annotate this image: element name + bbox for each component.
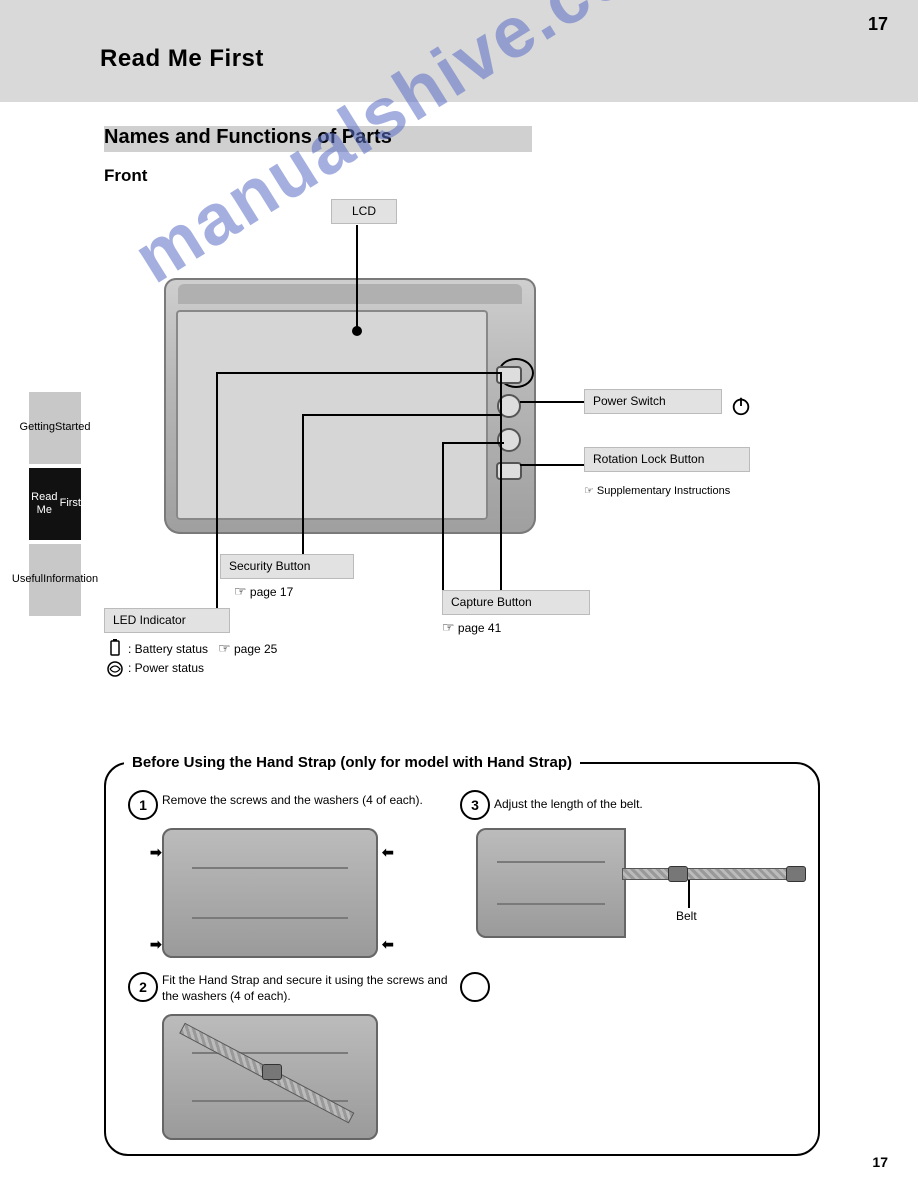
strap-belt [622,868,794,880]
side-tab-getting-started: GettingStarted [29,392,81,464]
leader-lcd-dot [352,326,362,336]
callout-rotation-lock-label: Rotation Lock Button [593,452,741,467]
page-number-top: 17 [868,14,888,35]
callout-rotation-lock-hint: ☞ Supplementary Instructions [584,484,730,499]
leader-security-v [302,414,304,554]
step-1-caption: Remove the screws and the washers (4 of … [162,792,442,808]
step-3-number: 3 [460,790,490,820]
side-tab-useful-info: UsefulInformation [29,544,81,616]
buckle-icon [668,866,688,882]
power-icon [730,395,752,417]
front-label: Front [104,166,147,186]
callout-power-switch: Power Switch [584,389,722,414]
leader-lcd [356,225,358,329]
belt-label: Belt [676,908,697,924]
side-tab-read-me-first: Read MeFirst [29,468,81,540]
device-illustration [164,278,536,534]
callout-capture: Capture Button [442,590,590,615]
page-number-bottom: 17 [872,1154,888,1170]
leader-led-h [216,372,502,374]
leader-led-v [216,372,218,608]
arrow-icon: ⬅ [382,844,394,861]
handstrap-title: Before Using the Hand Strap (only for mo… [124,754,580,771]
power-status-icon [106,660,124,678]
buckle-icon [786,866,806,882]
arrow-icon: ⬅ [382,936,394,953]
pointer-icon: ☞ [234,583,247,599]
leader-capture-h [442,442,504,444]
step-3-caption: Adjust the length of the belt. [494,796,794,812]
pointer-icon: ☞ [218,640,231,656]
battery-status-text: : Battery status ☞ page 25 [128,639,277,658]
leader-rotation [520,464,584,466]
tablet-back-1 [162,828,378,958]
pointer-icon: ☞ [442,619,455,635]
callout-rotation-lock: Rotation Lock Button [584,447,750,472]
callout-security-ref: ☞ page 17 [234,582,293,601]
step-4-number [460,972,490,1002]
callout-led: LED Indicator [104,608,230,633]
power-status-text: : Power status [128,660,204,676]
step-2-caption: Fit the Hand Strap and secure it using t… [162,972,452,1004]
callout-capture-ref: ☞ page 41 [442,618,501,637]
battery-icon [106,639,124,657]
chapter-title: Read Me First [100,45,264,73]
buckle-icon [262,1064,282,1080]
step-2-number: 2 [128,972,158,1002]
callout-security: Security Button [220,554,354,579]
tablet-back-3 [476,828,626,938]
arrow-icon: ➡ [150,936,162,953]
callout-lcd: LCD [331,199,397,224]
leader-security-h [302,414,502,416]
leader-power [520,401,584,403]
leader-led-v-hidden [500,372,502,608]
leader-capture-v [442,442,444,590]
step-1-number: 1 [128,790,158,820]
section-title: Names and Functions of Parts [104,126,392,149]
arrow-icon: ➡ [150,844,162,861]
leader-belt [688,880,690,908]
